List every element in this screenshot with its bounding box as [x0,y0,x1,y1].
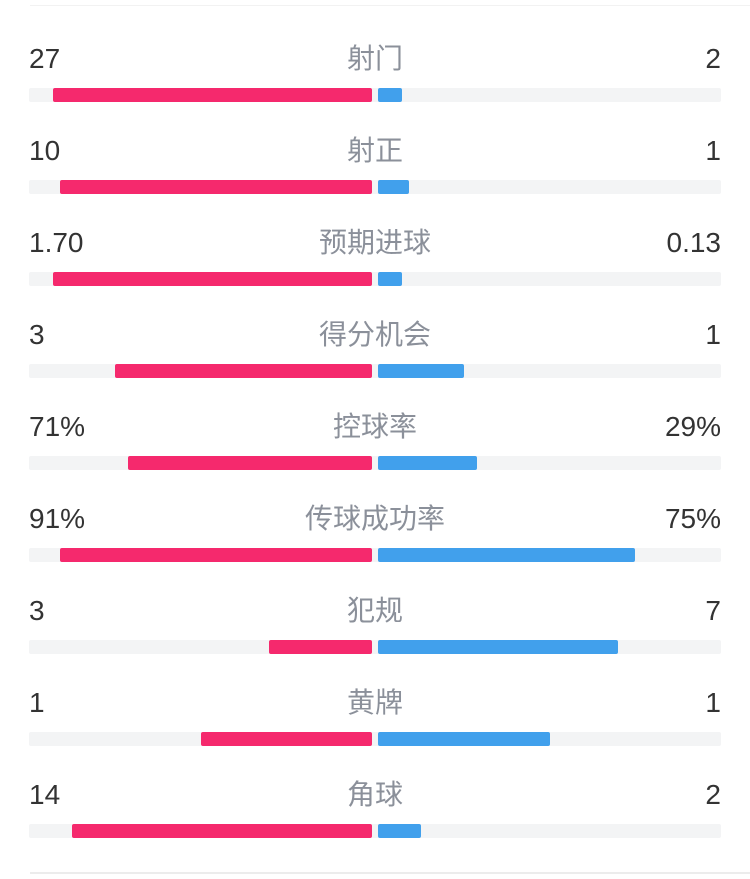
home-bar-area [29,364,372,378]
away-bar [378,548,636,562]
away-bar-area [378,364,721,378]
stat-header: 1 黄牌 1 [29,688,721,718]
bar-track [29,640,721,654]
home-bar-area [29,88,372,102]
home-bar-area [29,272,372,286]
away-bar-area [378,640,721,654]
away-bar-area [378,272,721,286]
stat-header: 14 角球 2 [29,780,721,810]
home-bar [71,824,372,838]
stat-row: 27 射门 2 [29,44,721,102]
away-bar-area [378,456,721,470]
away-bar-area [378,548,721,562]
away-value: 7 [705,595,721,626]
stat-row: 1.70 预期进球 0.13 [29,228,721,286]
bar-track [29,548,721,562]
home-value: 1 [29,687,45,718]
home-value: 10 [29,135,61,166]
home-bar-area [29,548,372,562]
stat-row: 71% 控球率 29% [29,412,721,470]
home-bar [53,272,372,286]
stat-header: 27 射门 2 [29,44,721,74]
stat-row: 3 得分机会 1 [29,320,721,378]
away-bar-area [378,824,721,838]
stat-row: 3 犯规 7 [29,596,721,654]
away-bar [378,88,402,102]
home-bar [60,180,372,194]
stat-label: 犯规 [346,595,403,626]
home-value: 27 [29,43,61,74]
away-bar [378,640,619,654]
stat-label: 预期进球 [318,227,431,258]
stat-header: 91% 传球成功率 75% [29,504,721,534]
bar-track [29,824,721,838]
stat-header: 3 犯规 7 [29,596,721,626]
away-bar [378,180,410,194]
home-bar [200,732,372,746]
home-bar [114,364,372,378]
home-value: 71% [29,411,86,442]
stat-header: 10 射正 1 [29,136,721,166]
away-bar [378,456,478,470]
stat-label: 射门 [346,43,403,74]
stat-label: 得分机会 [318,319,431,350]
away-bar [378,824,421,838]
away-value: 0.13 [666,227,722,258]
home-bar [52,88,372,102]
bar-track [29,88,721,102]
away-bar [378,364,464,378]
stat-label: 黄牌 [346,687,403,718]
away-value: 75% [664,503,721,534]
stat-row: 91% 传球成功率 75% [29,504,721,562]
away-value: 1 [705,319,721,350]
away-bar-area [378,732,721,746]
home-bar [59,548,372,562]
stat-label: 射正 [346,135,403,166]
home-value: 1.70 [29,227,84,258]
top-divider [30,5,750,6]
bar-track [29,456,721,470]
away-bar-area [378,88,721,102]
stat-header: 71% 控球率 29% [29,412,721,442]
stats-list: 27 射门 2 10 射正 1 1. [29,44,721,838]
away-bar-area [378,180,721,194]
bottom-divider [30,872,750,874]
stat-header: 1.70 预期进球 0.13 [29,228,721,258]
home-value: 3 [29,319,45,350]
away-value: 1 [705,135,721,166]
home-bar [269,640,372,654]
bar-track [29,364,721,378]
stat-header: 3 得分机会 1 [29,320,721,350]
home-value: 91% [29,503,86,534]
home-value: 14 [29,779,61,810]
away-value: 2 [705,43,721,74]
away-bar [378,732,550,746]
stat-row: 10 射正 1 [29,136,721,194]
stat-row: 1 黄牌 1 [29,688,721,746]
stat-label: 控球率 [332,411,417,442]
home-bar-area [29,640,372,654]
away-value: 2 [705,779,721,810]
stat-label: 角球 [346,779,403,810]
bar-track [29,732,721,746]
away-bar [378,272,403,286]
away-value: 29% [664,411,721,442]
away-value: 1 [705,687,721,718]
stat-label: 传球成功率 [304,503,445,534]
home-bar-area [29,456,372,470]
home-value: 3 [29,595,45,626]
home-bar [128,456,372,470]
stat-row: 14 角球 2 [29,780,721,838]
bar-track [29,180,721,194]
home-bar-area [29,732,372,746]
home-bar-area [29,824,372,838]
home-bar-area [29,180,372,194]
bar-track [29,272,721,286]
